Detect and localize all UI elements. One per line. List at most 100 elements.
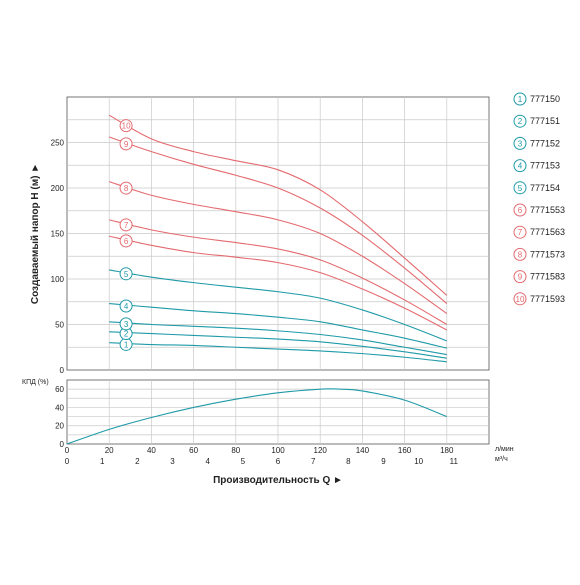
legend-marker-6 <box>513 203 527 217</box>
efficiency-axis-title: КПД (%) <box>22 379 49 386</box>
curve-badge-number: 8 <box>124 184 129 193</box>
curve-badge-number: 2 <box>124 330 129 339</box>
y-tick-label: 50 <box>55 321 64 330</box>
curve-7 <box>109 219 448 325</box>
curve-badge-number: 9 <box>124 140 129 149</box>
curve-badge-3 <box>119 317 133 331</box>
legend-marker-4 <box>513 159 527 173</box>
curve-6 <box>109 235 448 331</box>
curve-2 <box>109 331 447 359</box>
legend-marker-number: 8 <box>518 250 523 259</box>
curve-badge-5 <box>119 267 133 281</box>
y-tick-label: 20 <box>55 422 64 431</box>
head-chart-grid: 0 50 100 150 200 250 <box>51 96 490 375</box>
x-tick-m3h: 4 <box>205 457 210 466</box>
curve-1 <box>109 342 447 363</box>
legend-marker-number: 4 <box>518 162 523 171</box>
x-tick-m3h: 6 <box>276 457 281 466</box>
x-tick-m3h: 1 <box>100 457 105 466</box>
curve-4 <box>109 303 447 349</box>
curve-badge-10 <box>119 119 133 133</box>
curve-badge-number: 5 <box>124 270 129 279</box>
x-tick-lpm: 80 <box>231 446 240 455</box>
curve-badge-7 <box>119 218 133 232</box>
legend-item-label: 777153 <box>530 161 560 171</box>
x-unit-lpm: л/мин <box>495 446 514 453</box>
x-tick-lpm: 20 <box>105 446 114 455</box>
curve-labels: 123 4 5 6 7 8 9 10 <box>119 119 133 351</box>
curve-badge-4 <box>119 299 133 313</box>
x-tick-m3h: 9 <box>381 457 386 466</box>
legend-item-label: 777151 <box>530 116 560 126</box>
legend-item-label: 7771583 <box>530 272 565 282</box>
x-tick-m3h: 3 <box>170 457 175 466</box>
x-tick-lpm: 160 <box>398 446 412 455</box>
axis-labels: Создаваемый напор H (м) ►КПД (%)0 20 40 60 8… <box>22 163 514 486</box>
y-tick-label: 0 <box>60 440 65 449</box>
legend-item-label: 777152 <box>530 138 560 148</box>
curve-badge-number: 7 <box>124 221 129 230</box>
curve-badge-number: 6 <box>124 237 129 246</box>
legend-marker-1 <box>513 92 527 106</box>
y-tick-label: 60 <box>55 385 64 394</box>
legend-item-label: 7771553 <box>530 205 565 215</box>
curve-5 <box>109 269 447 342</box>
efficiency-curve <box>66 388 447 445</box>
curve-badge-6 <box>119 234 133 248</box>
legend-marker-number: 3 <box>518 139 523 148</box>
legend-marker-5 <box>513 181 527 195</box>
curve-badge-number: 4 <box>124 302 129 311</box>
efficiency-chart-grid: 0 20 40 60 <box>55 379 490 449</box>
legend-marker-number: 1 <box>518 95 523 104</box>
y-tick-label: 40 <box>55 403 64 412</box>
y-tick-label: 0 <box>60 366 65 375</box>
curve-badge-number: 3 <box>124 320 129 329</box>
x-unit-m3h: м³/ч <box>495 456 508 463</box>
x-tick-m3h: 7 <box>311 457 316 466</box>
x-tick-m3h: 10 <box>414 457 423 466</box>
curve-badge-number: 10 <box>122 122 131 131</box>
legend-marker-7 <box>513 225 527 239</box>
x-axis-title: Производительность Q ► <box>213 475 343 486</box>
curve-3 <box>109 321 447 356</box>
y-tick-label: 100 <box>51 275 65 284</box>
curve-badge-8 <box>119 181 133 195</box>
curve-9 <box>109 136 448 304</box>
legend-item-label: 777154 <box>530 183 560 193</box>
y-tick-label: 150 <box>51 230 65 239</box>
x-tick-lpm: 140 <box>356 446 370 455</box>
curve-badge-9 <box>119 137 133 151</box>
legend-marker-2 <box>513 114 527 128</box>
legend-marker-number: 7 <box>518 228 523 237</box>
legend-marker-8 <box>513 247 527 261</box>
legend-marker-10 <box>513 292 527 306</box>
x-tick-m3h: 8 <box>346 457 351 466</box>
legend-item-label: 777150 <box>530 94 560 104</box>
legend-marker-9 <box>513 270 527 284</box>
legend-marker-3 <box>513 136 527 150</box>
x-tick-m3h: 5 <box>241 457 246 466</box>
legend-item-label: 7771573 <box>530 249 565 259</box>
x-tick-lpm: 120 <box>314 446 328 455</box>
efficiency-curve-line <box>66 388 447 445</box>
y-tick-label: 250 <box>51 139 65 148</box>
curve-10 <box>108 114 448 296</box>
head-curves <box>108 114 448 363</box>
legend-marker-number: 10 <box>516 295 525 304</box>
x-tick-lpm: 0 <box>65 446 70 455</box>
x-tick-lpm: 100 <box>271 446 285 455</box>
x-tick-m3h: 0 <box>65 457 70 466</box>
legend-marker-number: 5 <box>518 184 523 193</box>
x-tick-lpm: 180 <box>440 446 454 455</box>
x-tick-lpm: 60 <box>189 446 198 455</box>
legend-item-label: 7771563 <box>530 227 565 237</box>
legend-item-label: 7771593 <box>530 294 565 304</box>
legend-marker-number: 2 <box>518 117 523 126</box>
legend: 1 777150 2 777151 3 777152 4 777153 5 777154 6 7771… <box>513 92 565 306</box>
x-tick-lpm: 40 <box>147 446 156 455</box>
legend-marker-number: 9 <box>518 273 523 282</box>
y-axis-title: Создаваемый напор H (м) ► <box>30 163 41 304</box>
x-tick-m3h: 2 <box>135 457 140 466</box>
